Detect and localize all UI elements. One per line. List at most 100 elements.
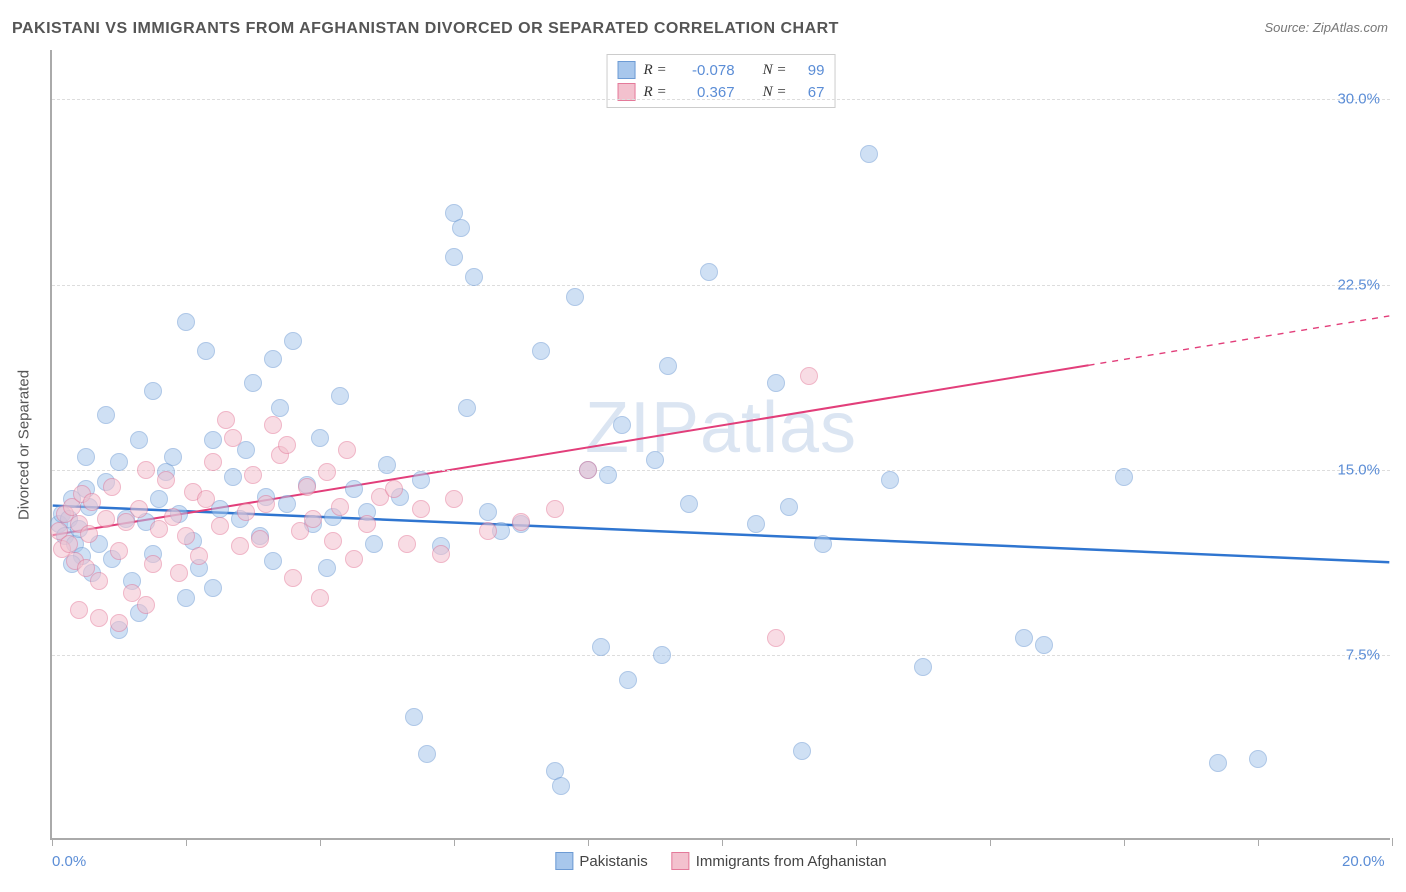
- scatter-point: [164, 508, 182, 526]
- scatter-point: [1209, 754, 1227, 772]
- scatter-point: [378, 456, 396, 474]
- legend-n-value: 99: [794, 62, 824, 79]
- scatter-point: [767, 374, 785, 392]
- scatter-point: [110, 542, 128, 560]
- scatter-point: [552, 777, 570, 795]
- x-tick: [856, 838, 857, 846]
- scatter-point: [331, 387, 349, 405]
- scatter-point: [599, 466, 617, 484]
- scatter-point: [237, 441, 255, 459]
- scatter-point: [465, 268, 483, 286]
- scatter-point: [97, 406, 115, 424]
- scatter-point: [452, 219, 470, 237]
- legend-r-value: -0.078: [675, 62, 735, 79]
- scatter-point: [659, 357, 677, 375]
- scatter-point: [432, 545, 450, 563]
- scatter-point: [77, 448, 95, 466]
- y-tick-label: 7.5%: [1346, 646, 1380, 663]
- scatter-point: [150, 490, 168, 508]
- x-tick: [1124, 838, 1125, 846]
- scatter-point: [479, 522, 497, 540]
- legend-n-value: 67: [794, 84, 824, 101]
- scatter-point: [680, 495, 698, 513]
- scatter-point: [311, 589, 329, 607]
- legend-series-name: Immigrants from Afghanistan: [696, 853, 887, 870]
- scatter-point: [284, 569, 302, 587]
- scatter-point: [177, 589, 195, 607]
- scatter-point: [190, 547, 208, 565]
- legend-swatch: [618, 61, 636, 79]
- scatter-point: [60, 535, 78, 553]
- scatter-point: [211, 517, 229, 535]
- scatter-point: [860, 145, 878, 163]
- scatter-point: [800, 367, 818, 385]
- scatter-point: [204, 431, 222, 449]
- gridline: [52, 99, 1390, 100]
- scatter-point: [110, 453, 128, 471]
- scatter-point: [324, 532, 342, 550]
- scatter-point: [318, 463, 336, 481]
- scatter-point: [398, 535, 416, 553]
- legend-swatch: [672, 852, 690, 870]
- legend-r-label: R =: [644, 84, 667, 101]
- chart-source: Source: ZipAtlas.com: [1264, 20, 1388, 35]
- scatter-point: [512, 513, 530, 531]
- x-tick: [320, 838, 321, 846]
- scatter-point: [130, 500, 148, 518]
- scatter-point: [358, 515, 376, 533]
- scatter-point: [767, 629, 785, 647]
- scatter-point: [144, 555, 162, 573]
- gridline: [52, 655, 1390, 656]
- scatter-point: [204, 579, 222, 597]
- scatter-point: [170, 564, 188, 582]
- y-tick-label: 15.0%: [1337, 461, 1380, 478]
- scatter-point: [257, 495, 275, 513]
- legend-n-label: N =: [763, 84, 787, 101]
- scatter-point: [700, 263, 718, 281]
- scatter-point: [405, 708, 423, 726]
- scatter-point: [144, 382, 162, 400]
- scatter-point: [780, 498, 798, 516]
- scatter-point: [251, 530, 269, 548]
- scatter-point: [164, 448, 182, 466]
- x-tick: [454, 838, 455, 846]
- scatter-point: [237, 503, 255, 521]
- trend-line-dashed: [1089, 316, 1390, 365]
- scatter-point: [217, 411, 235, 429]
- scatter-point: [1035, 636, 1053, 654]
- scatter-point: [412, 500, 430, 518]
- scatter-point: [458, 399, 476, 417]
- scatter-point: [318, 559, 336, 577]
- scatter-point: [137, 596, 155, 614]
- scatter-point: [881, 471, 899, 489]
- scatter-point: [204, 453, 222, 471]
- scatter-point: [532, 342, 550, 360]
- x-tick: [1258, 838, 1259, 846]
- scatter-point: [592, 638, 610, 656]
- scatter-point: [747, 515, 765, 533]
- scatter-point: [445, 248, 463, 266]
- scatter-point: [479, 503, 497, 521]
- legend-swatch: [618, 83, 636, 101]
- scatter-point: [97, 510, 115, 528]
- scatter-point: [345, 480, 363, 498]
- scatter-point: [197, 490, 215, 508]
- x-tick: [1392, 838, 1393, 846]
- scatter-point: [653, 646, 671, 664]
- scatter-point: [177, 527, 195, 545]
- legend-bottom-item: Pakistanis: [555, 852, 647, 870]
- scatter-point: [445, 490, 463, 508]
- x-tick: [186, 838, 187, 846]
- scatter-point: [546, 500, 564, 518]
- legend-r-label: R =: [644, 62, 667, 79]
- scatter-point: [90, 572, 108, 590]
- scatter-point: [613, 416, 631, 434]
- scatter-point: [1015, 629, 1033, 647]
- legend-swatch: [555, 852, 573, 870]
- scatter-point: [345, 550, 363, 568]
- scatter-point: [284, 332, 302, 350]
- gridline: [52, 285, 1390, 286]
- scatter-point: [338, 441, 356, 459]
- scatter-point: [80, 525, 98, 543]
- scatter-point: [130, 431, 148, 449]
